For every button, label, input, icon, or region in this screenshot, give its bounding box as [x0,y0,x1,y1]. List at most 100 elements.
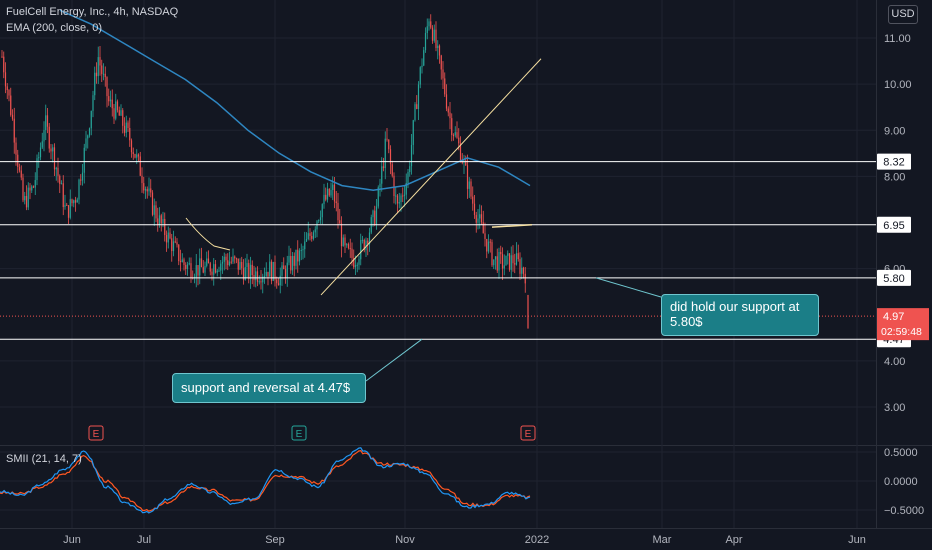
candle-body [64,204,66,208]
candle-body [10,95,12,115]
candle-body [521,267,523,274]
candle-body [122,110,124,126]
candle-body [94,72,96,96]
candle-body [256,271,259,282]
candle-body [351,248,353,258]
level-price-tag [877,153,911,170]
candle-body [316,221,318,230]
candle-body [53,147,56,170]
earnings-marker-label: E [296,429,303,440]
candle-body [59,175,61,184]
candle-body [311,235,313,239]
candle-body [480,214,483,223]
candle-body [211,271,213,275]
level-price-tag [877,269,911,286]
candle-body [172,241,175,252]
candle-body [335,201,337,204]
candle-body [186,264,189,269]
candle-body [283,265,285,270]
earnings-marker [88,425,104,441]
candle-body [69,199,71,218]
candle-body [258,281,260,283]
earnings-marker [291,425,307,441]
candle-body [272,261,274,281]
candle-body [431,27,434,41]
candle-body [95,72,98,77]
candle-body [67,205,70,218]
candle-body [87,135,89,139]
ema-indicator-label[interactable]: EMA (200, close, 0) [6,22,102,34]
candle-body [279,275,281,286]
candle-body [6,86,8,91]
candle-body [81,172,84,181]
price-axis[interactable]: 11.0010.009.008.006.004.003.000.50000.00… [877,33,929,517]
drawing-segment [491,224,533,228]
candle-body [368,232,371,245]
callout-support-holds[interactable]: did hold our support at 5.80$ [661,294,819,336]
candle-body [347,244,350,249]
candle-body [8,90,10,96]
candle-body [400,195,402,203]
level-price-label: 5.80 [883,273,904,285]
candle-body [146,189,148,192]
currency-button[interactable]: USD [888,5,918,24]
candle-body [321,204,323,218]
candle-body [120,110,122,116]
candle-body [199,258,201,276]
candle-body [302,249,304,251]
candle-body [17,154,19,167]
candle-body [491,242,493,266]
earnings-marker-label: E [525,429,532,440]
candle-body [291,255,294,271]
candle-body [57,167,59,176]
candle-body [358,259,360,265]
candle-body [395,195,397,197]
candle-body [426,26,428,34]
candle-body [127,122,129,128]
time-tick-label: Mar [653,534,672,546]
candles [1,14,529,329]
smii-line [0,450,531,512]
candle-body [74,200,77,203]
candle-body [228,261,231,266]
earnings-marker-label: E [93,429,100,440]
callout-support-reversal[interactable]: support and reversal at 4.47$ [172,373,366,403]
trendline [320,58,542,296]
candle-body [290,256,292,271]
time-tick-label: Jun [63,534,81,546]
candle-body [202,267,204,273]
candle-body [501,254,504,269]
candle-body [241,261,243,269]
candle-body [92,95,94,111]
candle-body [454,132,456,136]
price-tick-label: 10.00 [884,79,912,91]
candle-body [102,73,105,75]
candle-body [409,166,411,172]
candle-body [13,118,15,143]
candle-body [132,152,134,155]
candle-body [288,256,290,263]
candle-body [27,187,29,208]
price-tick-label: 3.00 [884,402,905,414]
symbol-title[interactable]: FuelCell Energy, Inc., 4h, NASDAQ [6,6,179,18]
candle-body [365,240,367,251]
candle-body [185,264,187,269]
candle-body [237,258,239,270]
candle-body [333,184,336,202]
candle-body [384,138,386,169]
smii-indicator-label[interactable]: SMII (21, 14, 7) [6,453,82,465]
candle-body [115,101,117,119]
current-price-tag [877,308,929,341]
candle-body [150,188,152,193]
candle-body [255,271,257,281]
candle-body [496,256,498,271]
candle-body [447,108,449,113]
candle-body [130,140,133,153]
current-price-label: 4.97 [883,311,904,323]
candle-body [176,242,178,245]
time-axis[interactable]: Jun Jul Sep Nov 2022 Mar Apr Jun [63,534,866,546]
candle-body [286,262,288,278]
candle-body [248,263,250,279]
ema-200-line [59,9,531,191]
